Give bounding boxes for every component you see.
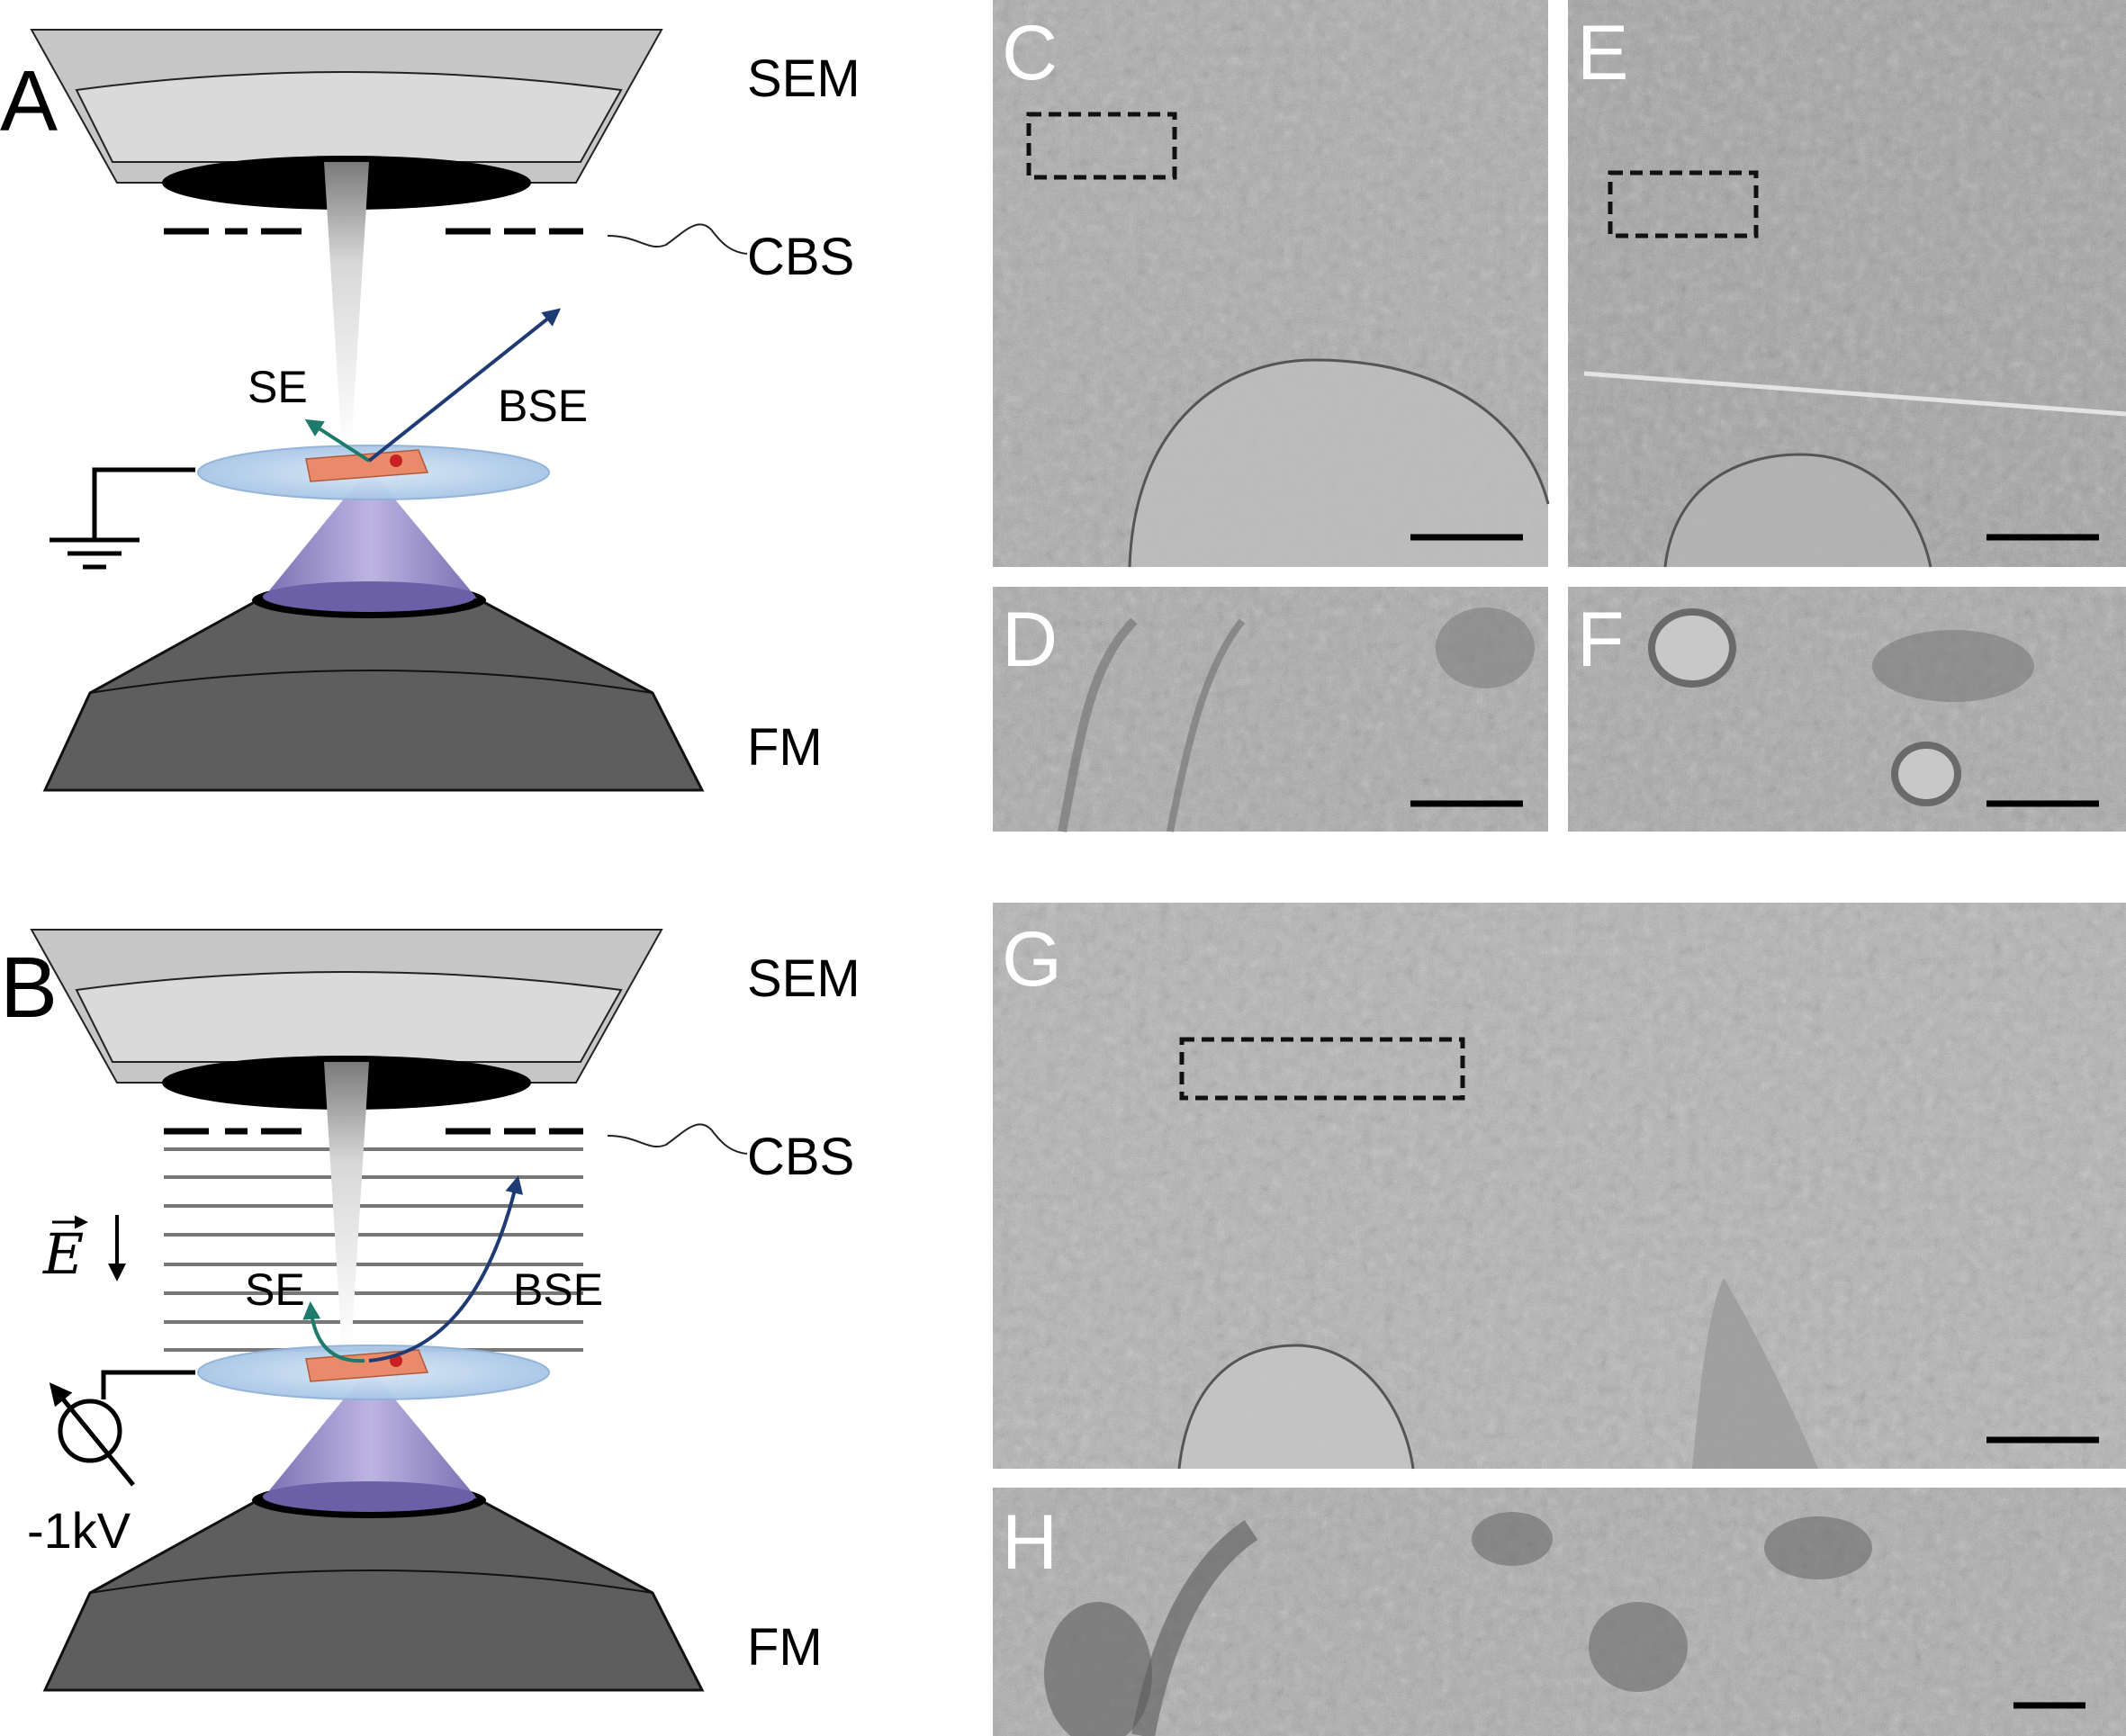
fm-cone-b [263,1368,477,1498]
svg-text:E: E [42,1221,84,1287]
cbs-label-b: CBS [747,1128,854,1186]
cbs-leader-a [607,223,748,255]
panel-letter-g: G [1002,916,1062,1003]
voltage-label-b: -1kV [27,1502,131,1559]
inset-box-g [1179,1037,1465,1101]
micrograph-g: G [993,903,2126,1470]
se-arrow-a [304,418,371,463]
se-label-b: SE [245,1264,305,1315]
ground-icon [50,467,195,570]
sem-lens-b [30,929,663,1110]
fm-label-a: FM [747,718,823,777]
panel-a: A [0,29,860,792]
sem-label-a: SEM [747,49,860,108]
micrograph-h: H [993,1488,2126,1736]
fm-label-b: FM [747,1618,823,1677]
panel-letter-h: H [1002,1499,1058,1586]
bse-label-a: BSE [498,381,588,431]
panel-letter-c: C [1002,10,1058,96]
inset-box-e [1608,170,1759,238]
panel-letter-e: E [1577,10,1628,96]
micrograph-f: F [1568,587,2126,832]
panel-letter-d: D [1002,597,1058,683]
cbs-label-a: CBS [747,228,854,286]
panel-letter-f: F [1577,597,1625,683]
fm-cone-a [263,468,477,598]
panel-letter-a: A [0,53,58,149]
inset-box-c [1026,112,1177,180]
field-label-b: E [42,1215,126,1287]
voltage-source-icon [49,1370,195,1487]
electron-beam-a [324,162,369,450]
panel-b: B [0,929,860,1692]
electron-beam-b [324,1062,369,1350]
field-lines-b [164,1147,583,1352]
fm-objective-b [42,1368,705,1692]
bse-arrow-b [368,1175,524,1363]
bse-label-b: BSE [513,1264,603,1315]
micrograph-d: D [993,587,1548,832]
bse-arrow-a [367,308,562,463]
cbs-leader-b [607,1123,748,1155]
fm-objective-a [42,468,705,792]
se-arrow-b [302,1301,365,1363]
sem-label-b: SEM [747,949,860,1008]
micrograph-e: E [1568,0,2126,568]
se-label-a: SE [248,362,308,412]
micrograph-c: C [993,0,1550,568]
